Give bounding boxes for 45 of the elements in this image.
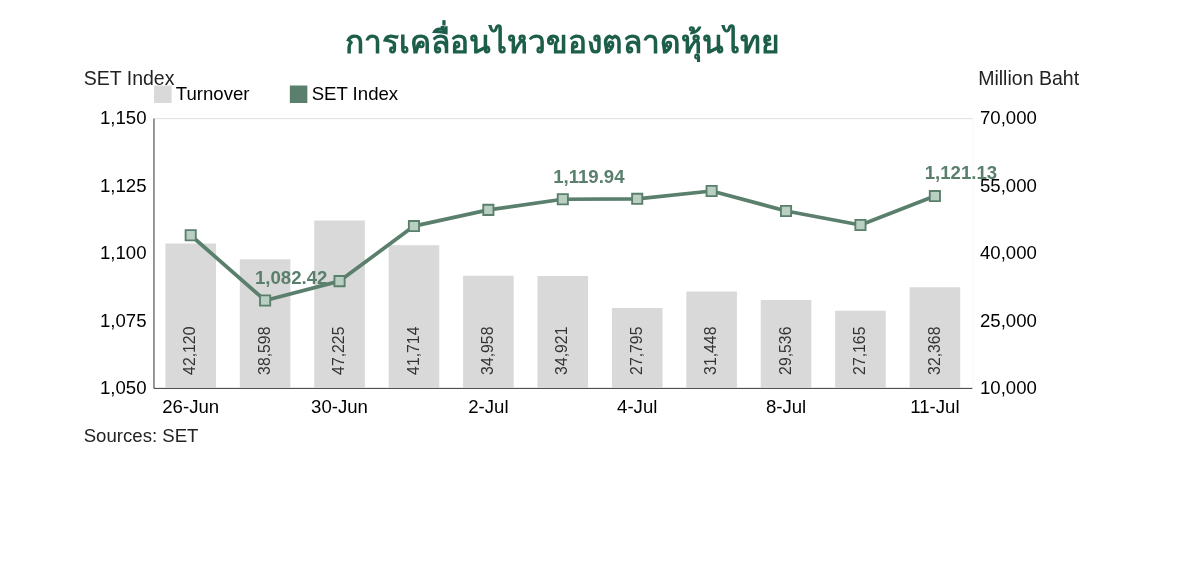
data-label: 27,165 xyxy=(851,326,869,375)
chart-title: การเคลื่อนไหวของตลาดหุ้นไทย xyxy=(345,20,781,63)
legend-label: Turnover xyxy=(175,82,250,104)
point xyxy=(184,229,197,242)
data-label: 41,714 xyxy=(404,326,422,375)
y-axis-title: SET Index xyxy=(83,66,175,89)
y-tick-label: 1,050 xyxy=(99,376,147,398)
point xyxy=(631,192,644,205)
data-label: 29,536 xyxy=(776,326,794,375)
x-tick-label: 26-Jun xyxy=(162,395,220,417)
data-label: 38,598 xyxy=(255,326,273,375)
y-tick-label: 1,125 xyxy=(99,174,147,196)
y2-tick-label: 40,000 xyxy=(980,242,1037,264)
y2-tick-label: 70,000 xyxy=(980,107,1037,129)
data-label: 1,119.94 xyxy=(553,165,626,187)
data-label: 32,368 xyxy=(925,326,943,375)
x-tick-label: 4-Jul xyxy=(617,395,658,417)
y-tick-label: 1,100 xyxy=(99,242,147,264)
y2-axis-title: Million Baht xyxy=(978,66,1080,89)
y2-tick-label: 10,000 xyxy=(980,376,1037,398)
y-tick-label: 1,075 xyxy=(99,309,147,331)
source-note: Sources: SET xyxy=(83,424,199,446)
x-tick-label: 2-Jul xyxy=(468,395,509,417)
data-label: 34,921 xyxy=(553,326,571,375)
x-tick-label: 8-Jul xyxy=(765,395,807,417)
data-label: 42,120 xyxy=(181,326,199,375)
point xyxy=(482,203,495,216)
data-label: 27,795 xyxy=(627,326,645,375)
point xyxy=(333,275,346,288)
data-label: 47,225 xyxy=(330,326,348,375)
y-tick-label: 1,150 xyxy=(99,107,147,129)
x-tick-label: 11-Jul xyxy=(910,395,960,417)
y2-tick-label: 25,000 xyxy=(980,309,1037,331)
point xyxy=(705,184,718,198)
point xyxy=(259,294,272,307)
point xyxy=(780,204,793,217)
data-label: 31,448 xyxy=(702,326,720,375)
point xyxy=(556,193,569,206)
data-label: 1,082.42 xyxy=(254,266,328,288)
point xyxy=(854,218,867,232)
data-label: 34,958 xyxy=(479,326,497,375)
legend-label: SET Index xyxy=(311,82,399,104)
point xyxy=(407,220,420,233)
x-tick-label: 30-Jun xyxy=(311,395,368,417)
point xyxy=(928,190,941,203)
